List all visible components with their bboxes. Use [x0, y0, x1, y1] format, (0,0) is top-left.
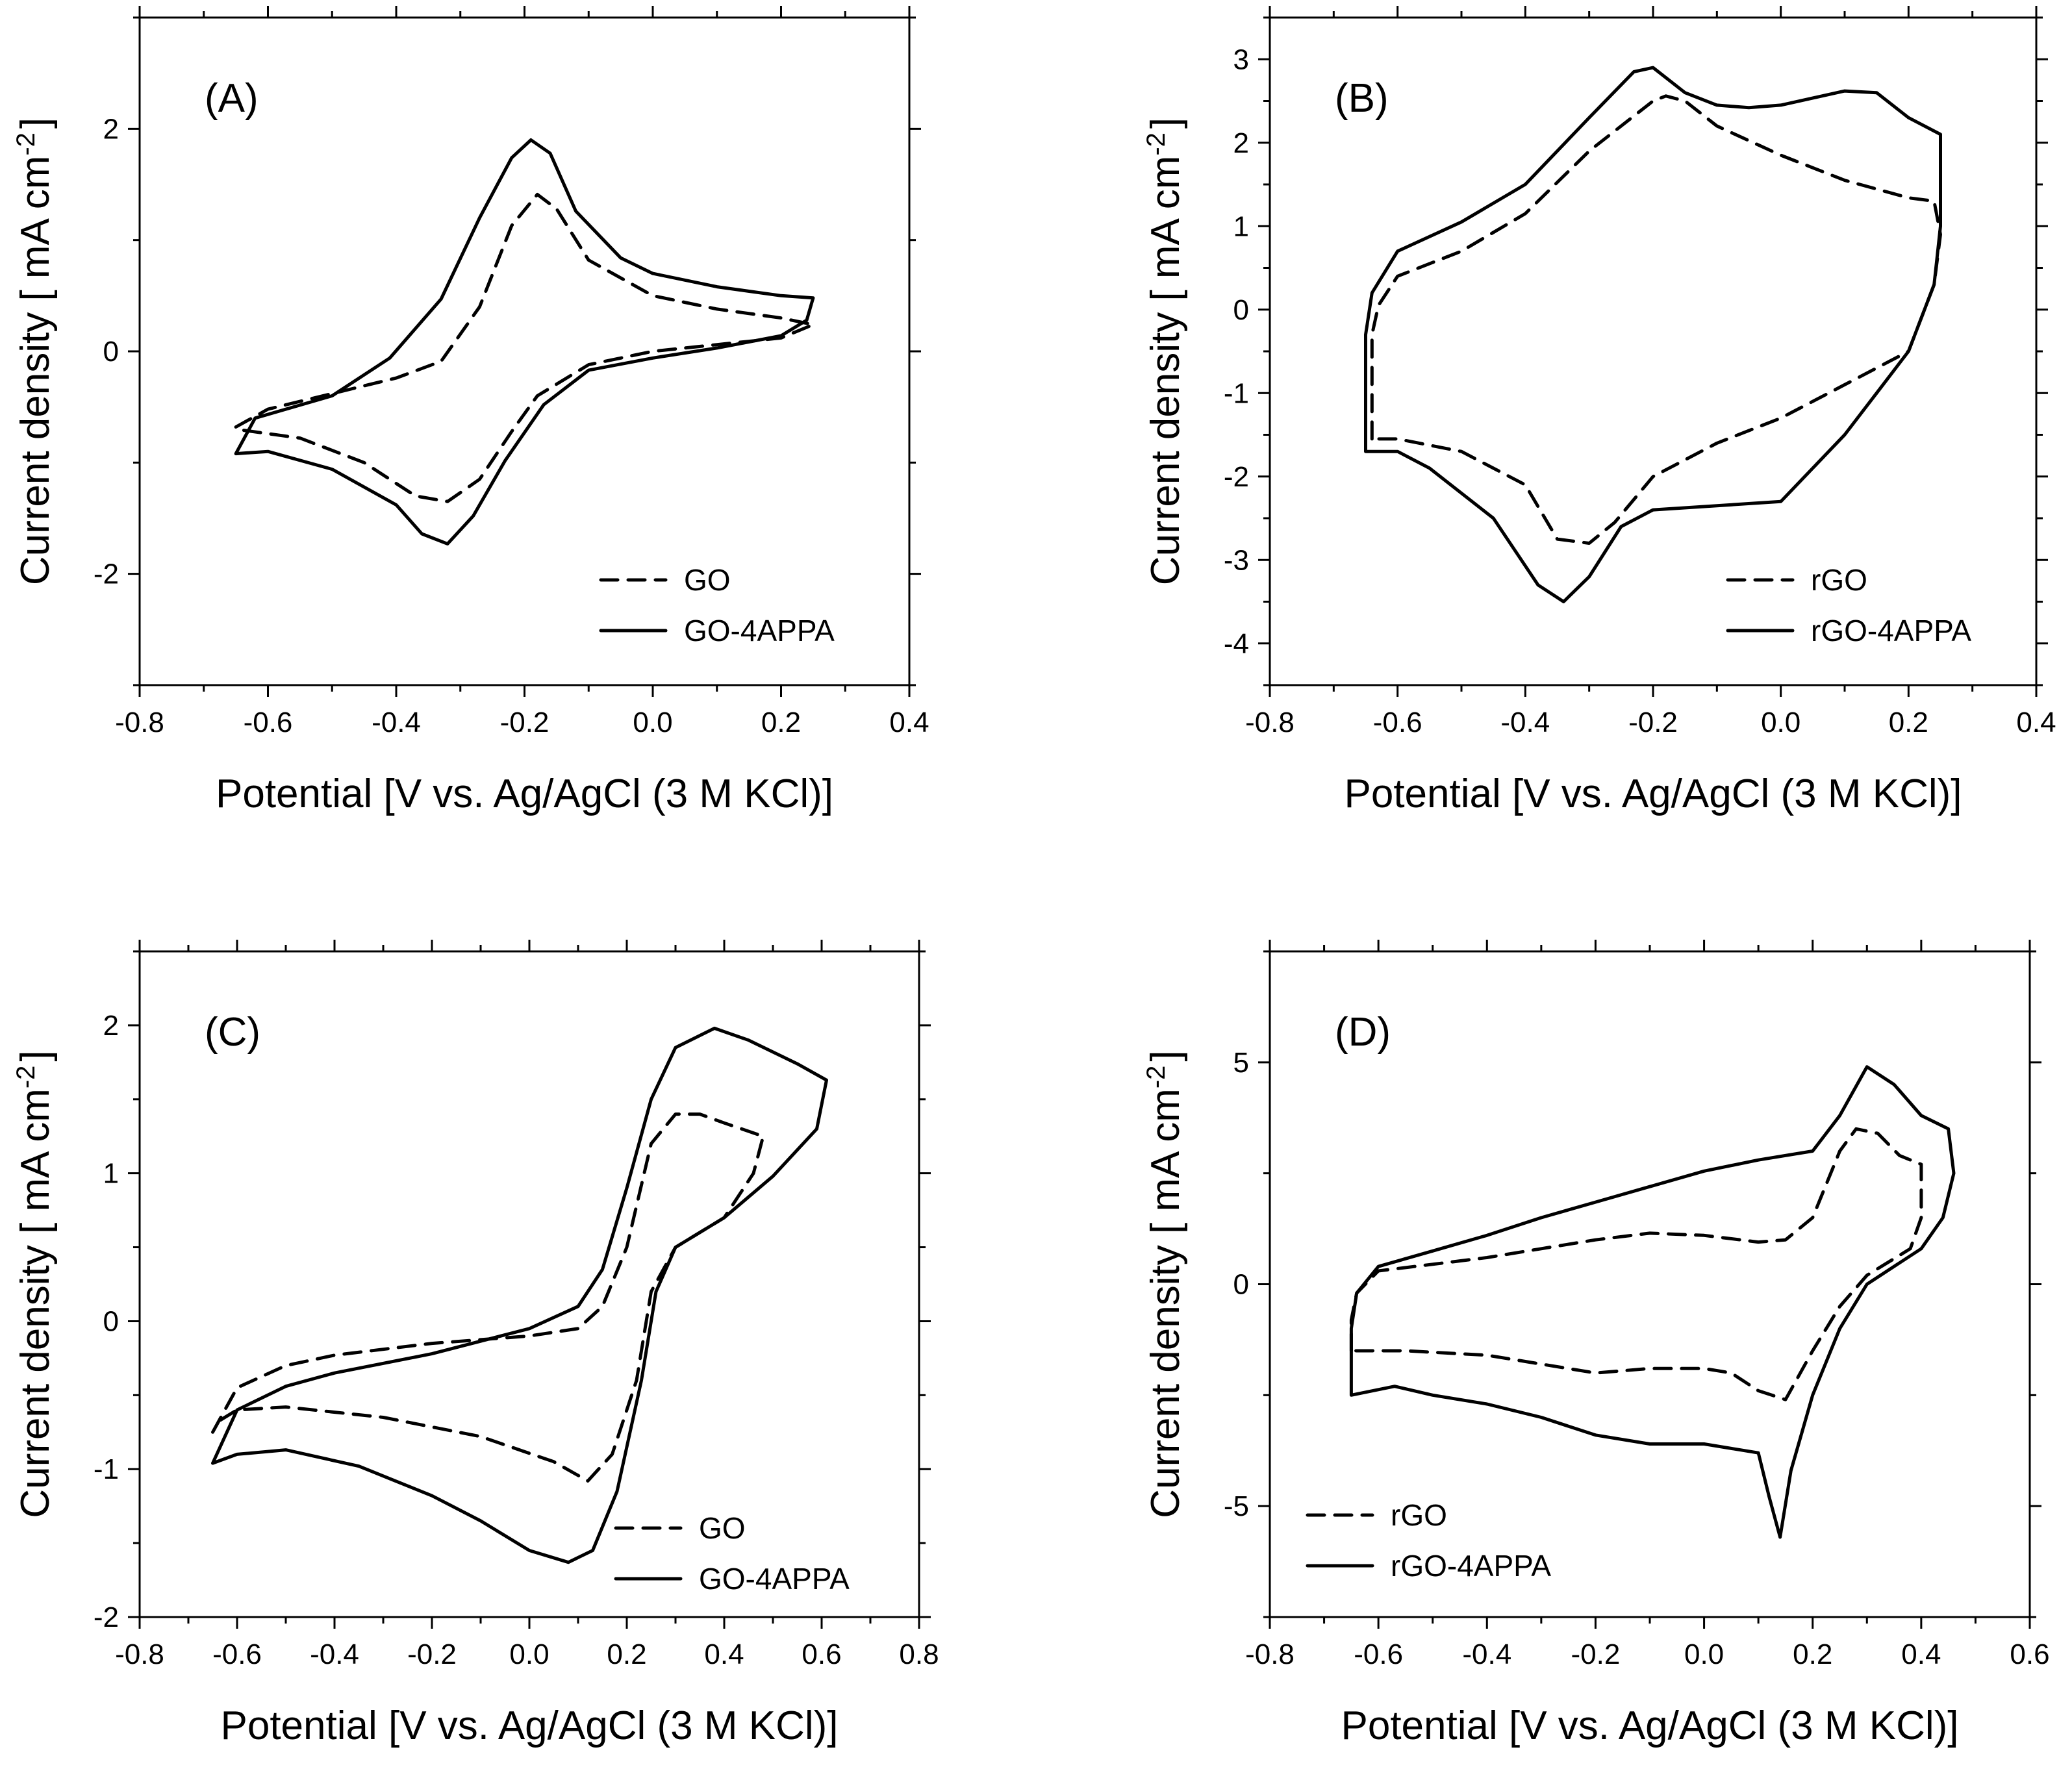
legend-label: rGO-4APPA: [1811, 614, 1971, 647]
x-tick-label: -0.2: [1571, 1638, 1621, 1670]
x-tick-label: 0.2: [607, 1638, 646, 1670]
series-line-rgo: [1370, 94, 1942, 545]
legend-label: GO: [684, 563, 731, 597]
x-tick-label: 0.0: [1761, 707, 1800, 738]
y-tick-label: 0: [1233, 1269, 1249, 1301]
series-line-rgo: [1349, 1127, 1923, 1401]
x-tick-label: -0.8: [115, 1638, 164, 1670]
y-axis-label-main: Current density [ mA cm: [1143, 1088, 1188, 1518]
x-tick-label: -0.6: [1354, 1638, 1403, 1670]
y-axis-label: Current density [ mA cm-2]: [12, 118, 58, 585]
panel-label: (A): [205, 76, 259, 121]
y-tick-label: 0: [1233, 294, 1249, 326]
y-axis-label-main: Current density [ mA cm: [13, 1088, 58, 1518]
legend: rGO rGO-4APPA: [1726, 563, 1971, 647]
legend: GO GO-4APPA: [614, 1511, 850, 1596]
x-tick-label: 0.2: [1889, 707, 1928, 738]
x-tick-label: 0.4: [704, 1638, 744, 1670]
panel-label: (D): [1335, 1010, 1391, 1055]
y-tick-label: 2: [1233, 127, 1249, 159]
y-tick-label: -2: [1224, 461, 1249, 493]
y-tick-label: -2: [94, 1601, 119, 1633]
x-tick-label: 0.4: [2016, 707, 2056, 738]
x-tick-label: -0.6: [244, 707, 293, 738]
y-axis-label-end: ]: [13, 1050, 58, 1061]
legend-label: GO-4APPA: [699, 1562, 850, 1596]
y-axis-label: Current density [ mA cm-2]: [1142, 1050, 1188, 1518]
x-tick-label: -0.6: [1373, 707, 1422, 738]
x-tick-label: 0.2: [1793, 1638, 1832, 1670]
x-tick-label: -0.2: [1628, 707, 1678, 738]
y-axis-label-main: Current density [ mA cm: [13, 156, 58, 586]
series-line-rgo-4appa: [1364, 66, 1942, 603]
x-axis-label: Potential [V vs. Ag/AgCl (3 M KCl)]: [1344, 772, 1962, 816]
panel-label: (B): [1335, 76, 1389, 121]
panel-a: -0.8 -0.6 -0.4 -0.2 0.0 0.2 0.4 -2 0 2 Potential […: [12, 6, 929, 816]
legend-label: rGO-4APPA: [1391, 1549, 1551, 1583]
y-axis-label: Current density [ mA cm-2]: [1142, 118, 1188, 585]
y-axis-label-superscript: -2: [1142, 132, 1170, 156]
y-tick-label: 2: [103, 1010, 119, 1042]
y-tick-label: -4: [1224, 628, 1249, 660]
legend-label: GO: [699, 1511, 746, 1545]
y-tick-label: 1: [103, 1158, 119, 1190]
x-tick-label: 0.4: [1901, 1638, 1941, 1670]
legend: rGO rGO-4APPA: [1306, 1498, 1551, 1583]
x-tick-label: 0.0: [633, 707, 672, 738]
legend-label: rGO: [1811, 563, 1867, 597]
y-axis-label-superscript: -2: [12, 132, 40, 156]
x-tick-label: -0.8: [1245, 707, 1295, 738]
panel-d: -0.8 -0.6 -0.4 -0.2 0.0 0.2 0.4 0.6 -5 0 5 Potentia…: [1142, 940, 2050, 1748]
y-tick-label: 0: [103, 336, 119, 368]
y-axis-label-end: ]: [1143, 118, 1188, 129]
series-line-go: [211, 1112, 765, 1483]
y-tick-label: -3: [1224, 544, 1249, 576]
x-axis-label: Potential [V vs. Ag/AgCl (3 M KCl)]: [216, 772, 833, 816]
x-tick-label: 0.0: [1684, 1638, 1724, 1670]
y-axis-label-end: ]: [1143, 1050, 1188, 1061]
x-axis-label: Potential [V vs. Ag/AgCl (3 M KCl)]: [1341, 1703, 1958, 1748]
legend-label: GO-4APPA: [684, 614, 835, 647]
y-axis-label-superscript: -2: [12, 1066, 40, 1089]
y-tick-label: 5: [1233, 1047, 1249, 1079]
x-tick-label: -0.8: [115, 707, 164, 738]
y-axis-label-superscript: -2: [1142, 1066, 1170, 1089]
y-axis-label-end: ]: [13, 118, 58, 129]
x-tick-label: -0.4: [372, 707, 421, 738]
x-tick-label: -0.2: [500, 707, 550, 738]
series-line-go: [234, 192, 815, 503]
panel-c: -0.8 -0.6 -0.4 -0.2 0.0 0.2 0.4 0.6 0.8 -2 -1 0 1 2 Po…: [12, 940, 939, 1748]
x-tick-label: 0.4: [889, 707, 929, 738]
y-tick-label: 2: [103, 113, 119, 145]
y-tick-label: -1: [1224, 377, 1249, 409]
panel-b: -0.8 -0.6 -0.4 -0.2 0.0 0.2 0.4 -4 -3 -2 -1 0 1 2 3 Pot…: [1142, 6, 2056, 816]
x-tick-label: 0.6: [802, 1638, 841, 1670]
y-tick-label: -1: [94, 1453, 119, 1485]
x-tick-label: 0.0: [509, 1638, 549, 1670]
y-tick-label: 1: [1233, 210, 1249, 242]
y-tick-label: -5: [1224, 1490, 1249, 1522]
x-axis-label: Potential [V vs. Ag/AgCl (3 M KCl)]: [220, 1703, 838, 1748]
legend: GO GO-4APPA: [599, 563, 835, 647]
y-axis-label-main: Current density [ mA cm: [1143, 156, 1188, 586]
y-tick-label: 3: [1233, 44, 1249, 75]
x-tick-label: -0.4: [1500, 707, 1550, 738]
x-tick-label: 0.8: [899, 1638, 939, 1670]
x-tick-label: -0.8: [1245, 1638, 1295, 1670]
x-tick-label: -0.2: [407, 1638, 457, 1670]
legend-label: rGO: [1391, 1498, 1447, 1532]
x-tick-label: -0.4: [1462, 1638, 1511, 1670]
panel-label: (C): [205, 1010, 260, 1055]
series-line-go-4appa: [234, 138, 815, 546]
x-tick-label: -0.4: [310, 1638, 359, 1670]
series-line-rgo-4appa: [1349, 1065, 1956, 1539]
y-tick-label: 0: [103, 1305, 119, 1337]
x-tick-label: -0.6: [212, 1638, 262, 1670]
y-axis-label: Current density [ mA cm-2]: [12, 1050, 58, 1518]
x-tick-label: 0.2: [761, 707, 801, 738]
x-tick-label: 0.6: [2010, 1638, 2049, 1670]
y-tick-label: -2: [94, 558, 119, 590]
series-line-go-4appa: [211, 1026, 828, 1564]
